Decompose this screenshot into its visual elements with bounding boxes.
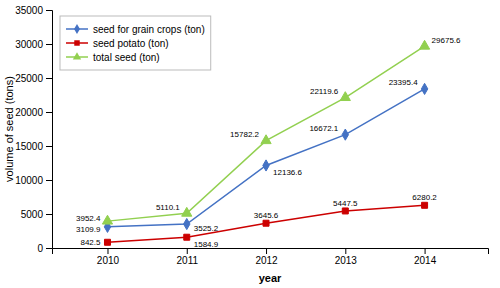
series-marker: [261, 135, 271, 144]
y-tick: 15000: [15, 141, 52, 152]
data-label: 5110.1: [156, 203, 180, 212]
x-tick-mark: [187, 248, 188, 254]
x-tick: 2013: [335, 248, 358, 266]
y-tick-label: 30000: [15, 39, 43, 50]
series-line: [107, 89, 424, 227]
legend-marker: [74, 40, 79, 45]
series-line: [107, 46, 424, 221]
x-tick-mark: [425, 248, 426, 254]
x-tick-mark: [266, 248, 267, 254]
y-tick: 5000: [21, 209, 52, 220]
x-tick-mark: [107, 248, 108, 254]
y-tick-label: 25000: [15, 73, 43, 84]
data-label: 23395.4: [389, 78, 418, 87]
series-marker: [184, 234, 190, 240]
y-tick-label: 5000: [21, 209, 44, 220]
legend-item: seed for grain crops (ton): [66, 24, 205, 35]
legend-item: seed potato (ton): [66, 38, 169, 49]
y-tick: 20000: [15, 107, 52, 118]
data-label: 3525.2: [194, 224, 219, 233]
data-label: 15782.2: [230, 130, 259, 139]
y-tick: 10000: [15, 175, 52, 186]
series-marker: [184, 218, 190, 229]
series-marker: [182, 207, 192, 216]
data-label: 1584.9: [194, 240, 219, 249]
y-tick: 0: [37, 243, 52, 254]
y-axis-line: [46, 11, 53, 249]
x-tick: 2010: [97, 248, 120, 266]
series-marker: [342, 208, 348, 214]
y-tick-mark: [46, 78, 52, 79]
legend-item: total seed (ton): [66, 52, 160, 63]
series-marker: [104, 239, 110, 245]
y-tick-mark: [46, 248, 52, 249]
y-tick-label: 10000: [15, 175, 43, 186]
data-label: 3645.6: [254, 211, 279, 220]
y-tick: 25000: [15, 73, 52, 84]
y-tick-label: 20000: [15, 107, 43, 118]
data-label: 12136.6: [273, 168, 302, 177]
series-marker: [422, 202, 428, 208]
y-tick-label: 0: [37, 243, 43, 254]
legend-frame: [60, 16, 211, 70]
data-label: 5447.5: [333, 199, 358, 208]
y-tick-mark: [46, 214, 52, 215]
chart: 2010 2011 2012 2013 2014 0 5000 10000 15000 20000…: [0, 0, 500, 288]
legend-marker: [73, 52, 81, 59]
y-tick-mark: [46, 44, 52, 45]
data-label: 22119.6: [310, 87, 339, 96]
data-label: 6280.2: [412, 193, 437, 202]
x-tick-label: 2014: [414, 255, 437, 266]
data-label: 842.5: [80, 238, 101, 247]
y-tick-mark: [46, 146, 52, 147]
series-marker: [340, 92, 350, 101]
y-tick: 35000: [15, 5, 52, 16]
x-axis: 2010 2011 2012 2013 2014: [53, 248, 489, 266]
series-marker: [421, 83, 427, 94]
x-tick-label: 2011: [177, 255, 199, 266]
series-marker: [419, 40, 429, 49]
y-tick-mark: [46, 10, 52, 11]
y-tick-label: 15000: [15, 141, 43, 152]
y-tick: 30000: [15, 39, 52, 50]
legend-marker: [74, 24, 80, 34]
x-tick-label: 2012: [255, 255, 278, 266]
series-marker: [263, 160, 269, 171]
x-tick: 2014: [414, 248, 437, 266]
series-marker: [263, 220, 269, 226]
y-tick-mark: [46, 180, 52, 181]
x-axis-title: year: [259, 272, 282, 284]
series-marker: [342, 129, 348, 140]
legend-label: total seed (ton): [93, 52, 160, 63]
data-label: 29675.6: [432, 36, 461, 45]
y-axis: 0 5000 10000 15000 20000 25000 30000 35000: [15, 5, 52, 254]
y-axis-title: volume of seed (tons): [3, 76, 15, 182]
y-tick-mark: [46, 112, 52, 113]
x-axis-line: [53, 249, 489, 255]
x-tick: 2012: [255, 248, 278, 266]
series-marker: [102, 215, 112, 224]
plot-area: 2010 2011 2012 2013 2014 0 5000 10000 15000 20000…: [15, 5, 488, 266]
marks: [102, 40, 429, 245]
x-tick-label: 2013: [335, 255, 358, 266]
data-label: 16672.1: [309, 124, 338, 133]
legend-label: seed potato (ton): [93, 38, 169, 49]
y-tick-label: 35000: [15, 5, 43, 16]
x-tick-mark: [345, 248, 346, 254]
legend: seed for grain crops (ton) seed potato (t…: [60, 16, 211, 70]
legend-label: seed for grain crops (ton): [93, 24, 205, 35]
x-tick: 2011: [177, 248, 199, 266]
x-tick-label: 2010: [97, 255, 120, 266]
data-label: 3109.9: [76, 225, 101, 234]
data-label: 3952.4: [76, 214, 101, 223]
